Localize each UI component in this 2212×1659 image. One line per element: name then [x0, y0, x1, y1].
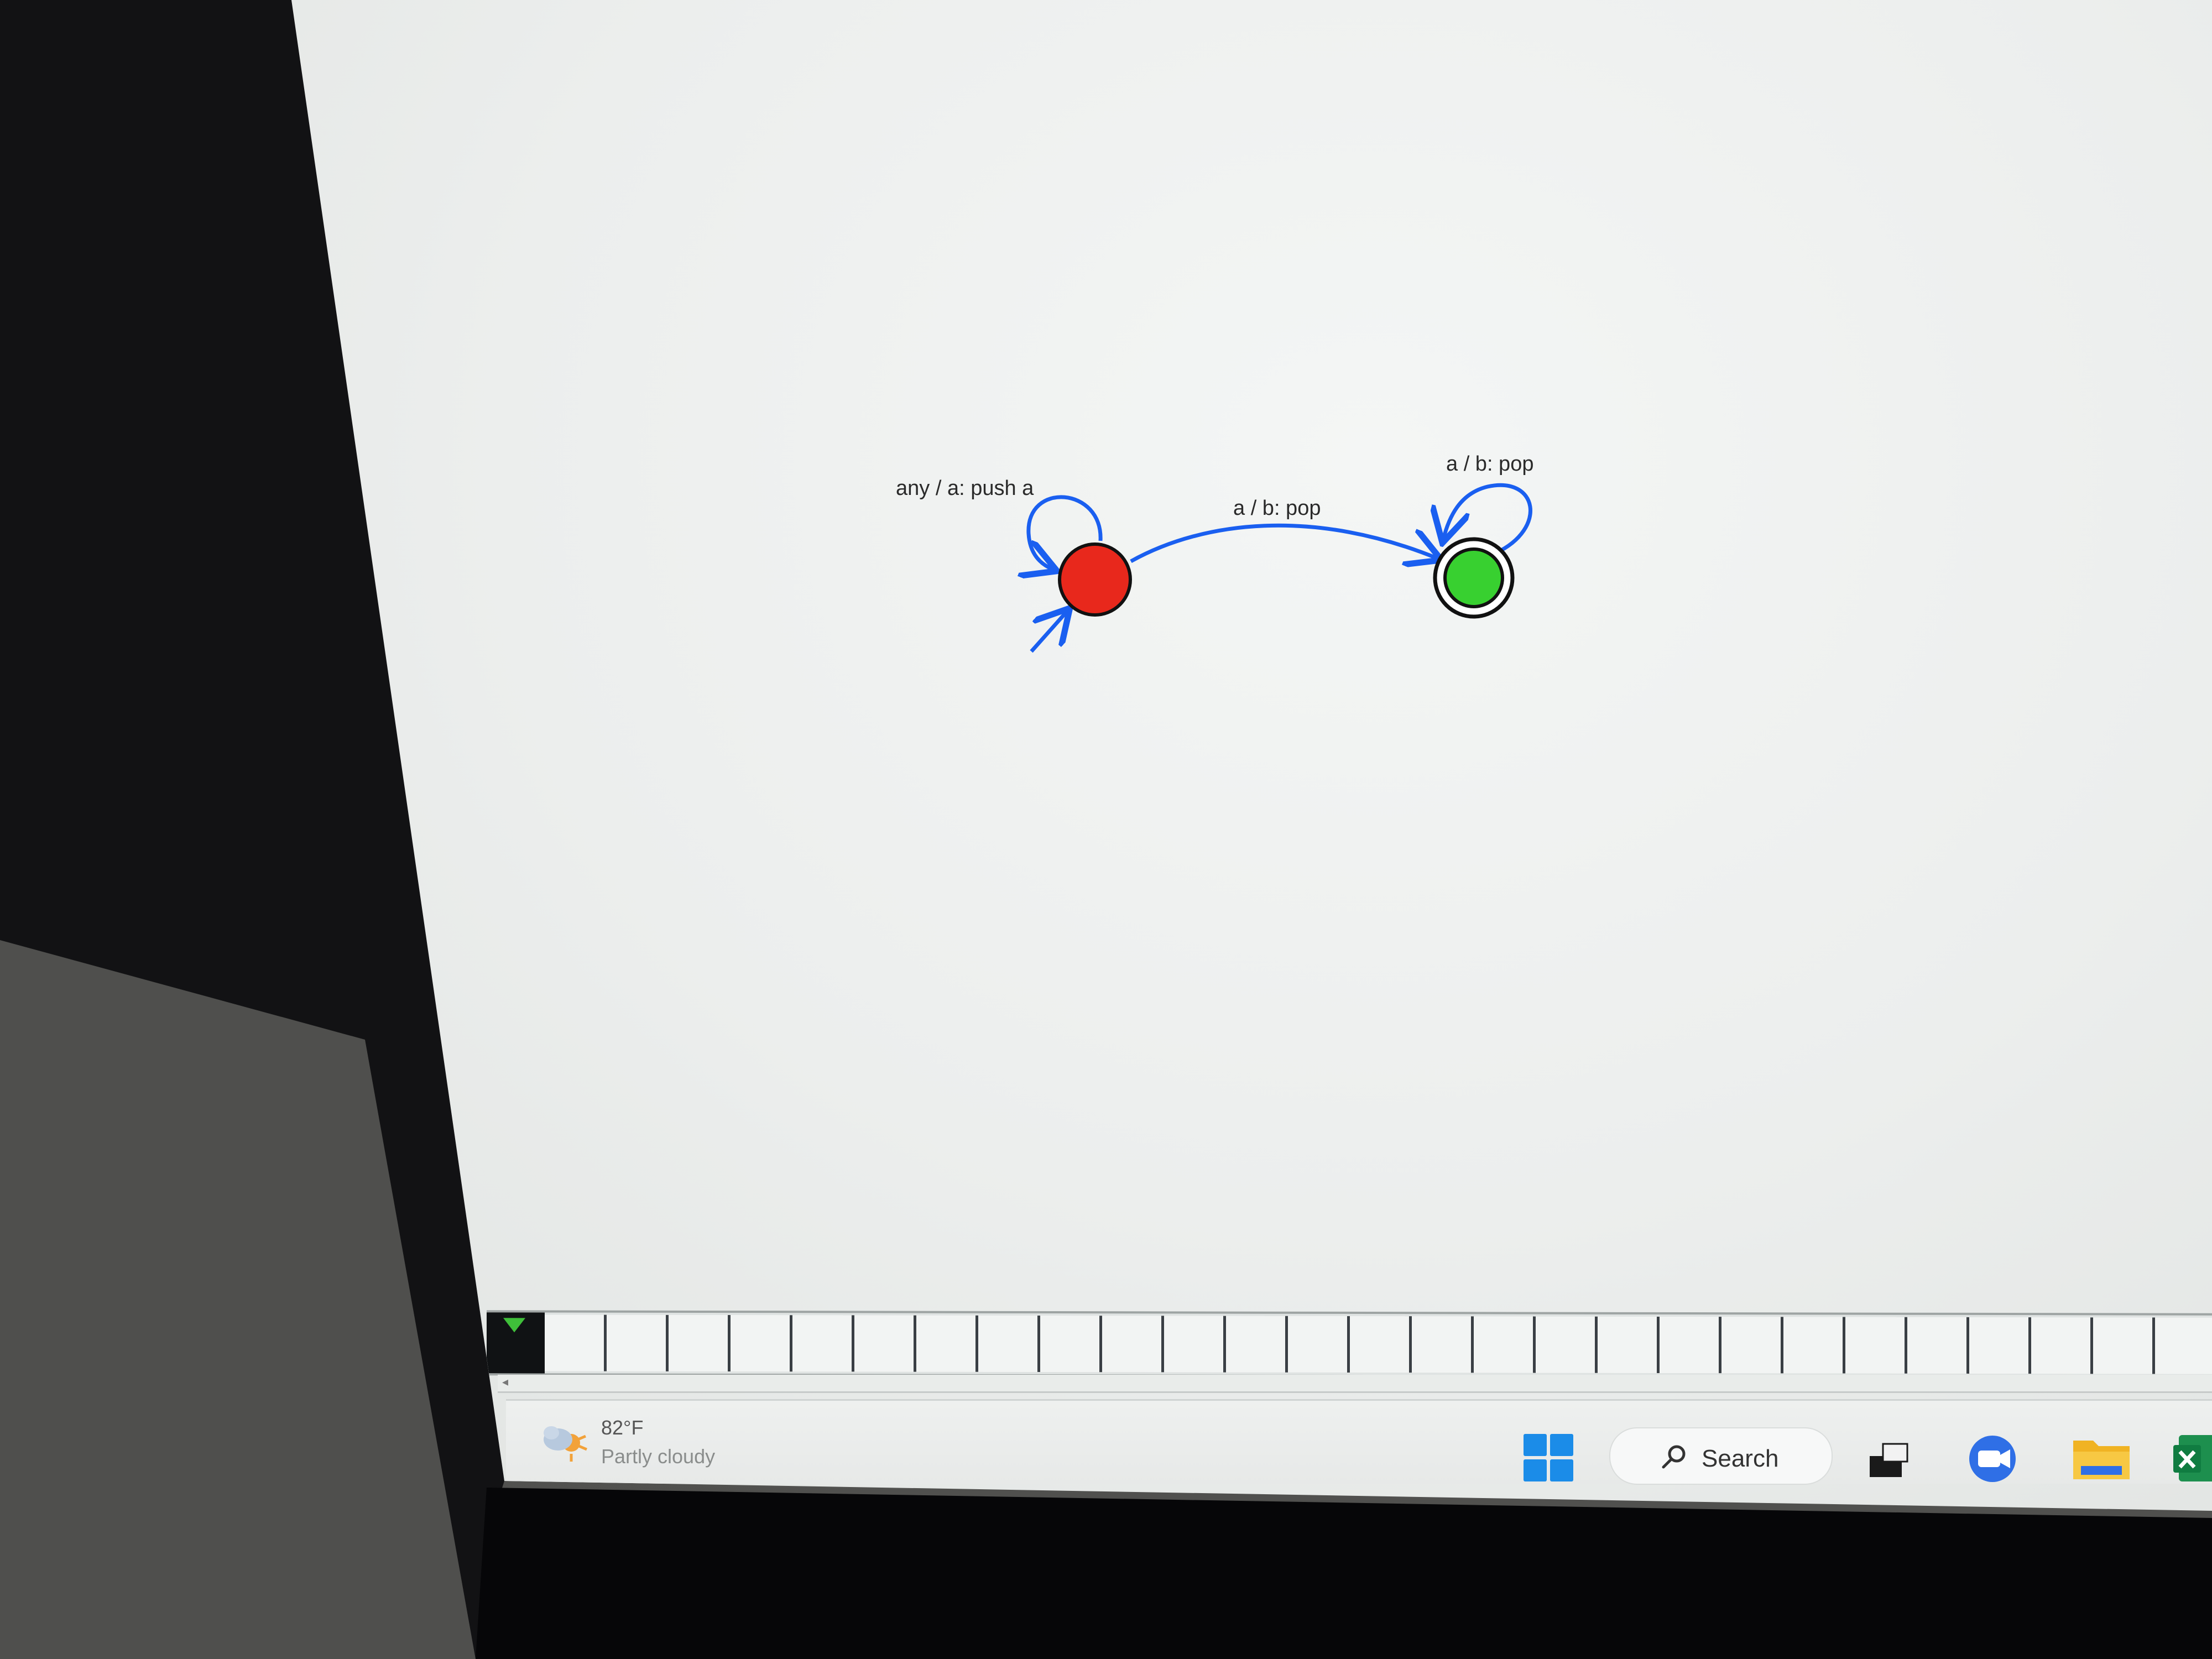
folder-icon[interactable] [2071, 1433, 2132, 1484]
tape-cell[interactable] [854, 1315, 916, 1372]
excel-icon[interactable] [2173, 1433, 2212, 1484]
tape-cell[interactable] [2155, 1317, 2212, 1374]
scroll-left-icon[interactable]: ◂ [502, 1375, 509, 1389]
tape-cell[interactable] [2093, 1317, 2155, 1374]
transition-q0-q1[interactable] [1130, 523, 1438, 561]
transition-q1-loop[interactable] [1443, 483, 1532, 555]
tape-head-marker-icon [503, 1318, 525, 1333]
tape-cell[interactable] [1783, 1317, 1845, 1374]
weather-widget[interactable]: 82°F Partly cloudy [539, 1413, 771, 1474]
tape-cell[interactable] [1226, 1316, 1288, 1373]
tape-cell[interactable] [1845, 1317, 1907, 1374]
tape-cell[interactable] [731, 1315, 792, 1372]
task-view-icon[interactable] [1866, 1439, 1911, 1484]
tape-cell[interactable] [978, 1315, 1040, 1373]
tape-cell[interactable] [1536, 1316, 1598, 1373]
tape-cell[interactable] [1102, 1316, 1164, 1373]
tape-cell[interactable] [1969, 1317, 2031, 1374]
tape-cell[interactable] [669, 1314, 731, 1372]
tape-cell[interactable] [1474, 1316, 1536, 1373]
tape-cell[interactable] [1164, 1316, 1226, 1373]
partly-cloudy-icon [544, 1426, 587, 1462]
tape-cell[interactable] [1907, 1317, 1969, 1374]
tape-cell[interactable] [545, 1314, 607, 1371]
taskbar-search-button[interactable]: Search [1609, 1427, 1833, 1485]
tape-cell[interactable] [1350, 1316, 1412, 1373]
tape-cell[interactable] [792, 1315, 854, 1372]
tape-cell[interactable] [1412, 1316, 1474, 1373]
label-q0-q1: a / b: pop [1233, 497, 1321, 520]
tape-cell[interactable] [607, 1314, 669, 1371]
tape-cell[interactable] [1598, 1316, 1660, 1373]
tape-head [487, 1312, 545, 1374]
tape-cell[interactable] [1288, 1316, 1350, 1373]
tape-cell[interactable] [1040, 1316, 1102, 1373]
state-q0[interactable] [1058, 542, 1132, 617]
tape-cell[interactable] [1721, 1317, 1783, 1374]
tape-cell[interactable] [916, 1315, 978, 1372]
initial-arrow [1030, 611, 1067, 653]
transition-q0-loop[interactable] [1029, 495, 1103, 570]
state-q1[interactable] [1443, 547, 1504, 608]
input-tape[interactable] [487, 1310, 2212, 1379]
video-call-icon[interactable] [1966, 1434, 2021, 1484]
tape-cell[interactable] [1660, 1316, 1721, 1374]
search-label: Search [1702, 1445, 1779, 1472]
tape-scrollbar[interactable]: ◂ [498, 1375, 2212, 1393]
search-icon [1662, 1445, 1686, 1469]
label-q1-loop: a / b: pop [1446, 452, 1534, 476]
tape-cell[interactable] [2031, 1317, 2093, 1374]
label-q0-loop: any / a: push a [896, 477, 1034, 500]
taskbar: 82°F Partly cloudy Search [506, 1399, 2212, 1485]
weather-temperature: 82°F [601, 1416, 644, 1439]
windows-start-icon[interactable] [1524, 1434, 1577, 1484]
weather-condition: Partly cloudy [601, 1445, 716, 1468]
